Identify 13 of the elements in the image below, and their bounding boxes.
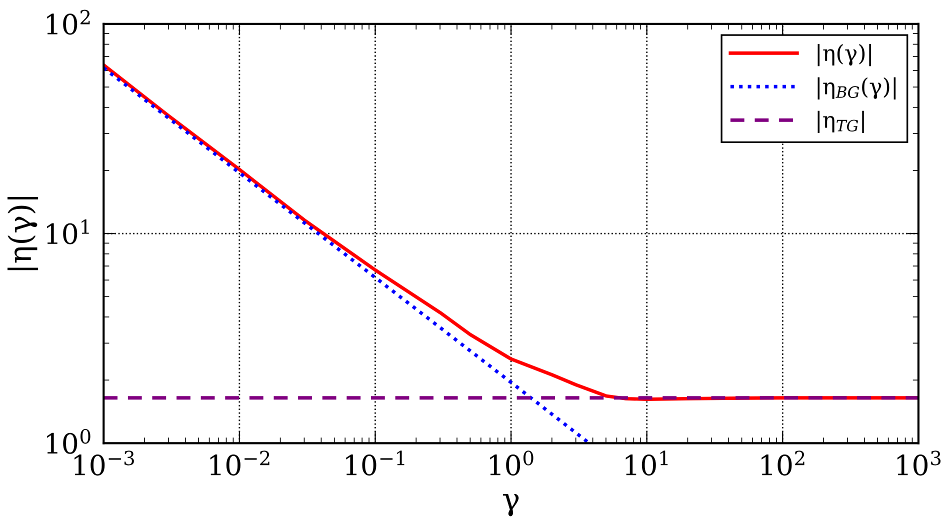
x-axis-title: γ	[503, 494, 519, 516]
x-tick-label: 10$^{1}$	[626, 450, 668, 476]
x-tick-label: 10$^{2}$	[762, 450, 804, 476]
x-tick-label: 10$^{−2}$	[210, 450, 270, 476]
x-tick-label: 10$^{3}$	[897, 450, 941, 476]
y-tick-label: 10$^{2}$	[47, 10, 90, 35]
legend-label: |η$_{BG}$(γ)|	[818, 77, 896, 100]
y-tick-label: 10$^{1}$	[47, 219, 89, 244]
y-axis-title: |η(γ)|	[8, 196, 38, 270]
x-tick-label: 10$^{0}$	[490, 450, 534, 476]
legend-label: |η$_{TG}$|	[818, 110, 864, 134]
legend-label: |η(γ)|	[818, 44, 871, 66]
x-tick-label: 10$^{−1}$	[346, 450, 404, 476]
